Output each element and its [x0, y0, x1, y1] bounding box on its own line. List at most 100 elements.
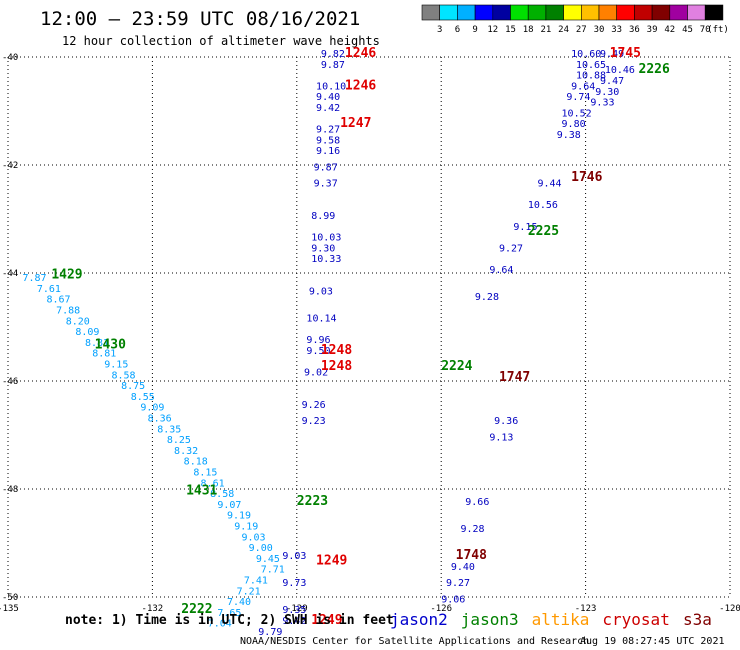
wave-height-value: 8.36 [148, 414, 172, 425]
colorbar-tick-label: 70 [700, 25, 711, 35]
wave-height-value: 9.23 [302, 416, 326, 427]
wave-height-value: 7.21 [237, 586, 261, 597]
colorbar-swatch [704, 4, 724, 21]
wave-height-value: 10.46 [605, 65, 635, 76]
colorbar-tick-label: 45 [682, 25, 693, 35]
wave-height-value: 9.73 [282, 578, 306, 589]
colorbar-swatch [598, 4, 618, 21]
wave-height-value: 7.61 [37, 284, 61, 295]
wave-height-value: 9.49 [600, 49, 624, 60]
wave-height-value: 10.03 [311, 233, 341, 244]
wave-height-value: 10.56 [528, 200, 558, 211]
colorbar-swatch [669, 4, 688, 21]
legend-item-s3a: s3a [683, 610, 712, 629]
wave-height-value: 8.18 [184, 457, 208, 468]
wave-height-value: 9.64 [489, 265, 513, 276]
wave-height-value: 7.41 [244, 576, 268, 587]
colorbar-tick-label: 24 [558, 25, 569, 35]
wave-height-value: 9.26 [302, 400, 326, 411]
wave-height-value: 10.65 [576, 60, 606, 71]
colorbar-tick-label: 36 [629, 25, 640, 35]
y-tick-label: -50 [2, 593, 18, 603]
wave-height-value: 9.40 [451, 562, 475, 573]
wave-height-value: 9.03 [309, 287, 333, 298]
wave-height-value: 8.61 [201, 478, 225, 489]
wave-height-value: 10.33 [311, 254, 341, 265]
legend-item-altika: altika [532, 610, 590, 629]
wave-height-value: 9.13 [489, 432, 513, 443]
colorbar-swatch [421, 4, 441, 21]
colorbar-tick-label: 3 [437, 25, 442, 35]
wave-height-value: 9.15 [513, 222, 537, 233]
colorbar-swatch [563, 4, 582, 21]
wave-height-value: 8.15 [193, 468, 217, 479]
x-tick-label: -129 [286, 604, 308, 614]
wave-height-value: 9.37 [314, 179, 338, 190]
wave-height-value: 9.00 [249, 543, 273, 554]
wave-height-value: 9.30 [311, 243, 335, 254]
colorbar-tick-label: 39 [647, 25, 658, 35]
wave-height-value: 8.20 [66, 316, 90, 327]
pass-time-label: 1747 [499, 370, 530, 385]
wave-height-value: 10.10 [316, 81, 346, 92]
wave-height-value: 8.58 [111, 370, 135, 381]
pass-time-label: 1746 [571, 170, 602, 185]
wave-height-value: 9.03 [241, 532, 265, 543]
map-grid [7, 56, 731, 598]
colorbar-unit: (ft) [707, 25, 729, 35]
colorbar-swatch [687, 4, 706, 21]
colorbar-tick-label: 9 [472, 25, 477, 35]
colorbar-tick-label: 18 [523, 25, 534, 35]
wave-height-value: 10.14 [306, 314, 336, 325]
wave-height-value: 8.55 [131, 392, 155, 403]
wave-height-value: 10.60 [571, 49, 601, 60]
wave-height-value: 9.02 [304, 368, 328, 379]
wave-height-value: 9.28 [460, 524, 484, 535]
wave-height-value: 9.38 [557, 130, 581, 141]
wave-height-value: 9.09 [140, 403, 164, 414]
wave-height-value: 9.79 [258, 627, 282, 638]
wave-height-value: 9.30 [595, 87, 619, 98]
colorbar-swatch [439, 4, 458, 21]
wave-height-value: 9.27 [446, 578, 470, 589]
wave-height-labels: 7.877.618.677.888.208.098.818.819.158.58… [22, 46, 670, 638]
wave-height-value: 10.52 [562, 108, 592, 119]
pass-time-label: 2222 [181, 602, 212, 617]
wave-height-value: 9.66 [465, 497, 489, 508]
colorbar-swatch [527, 4, 547, 21]
wave-height-value: 7.71 [261, 565, 285, 576]
wave-height-value: 7.87 [22, 273, 46, 284]
pass-time-label: 1246 [345, 46, 376, 61]
wave-height-value: 9.07 [217, 500, 241, 511]
x-tick-label: -132 [142, 604, 164, 614]
y-tick-label: -48 [2, 485, 18, 495]
wave-height-value: 9.87 [314, 162, 338, 173]
colorbar-swatch [634, 4, 653, 21]
color-scale-bar: 3 6 9 12 15 18 21 24 27 30 33 36 39 42 45 70(ft) [421, 4, 729, 35]
pass-time-label: 1248 [321, 359, 352, 374]
wave-height-value: 9.27 [499, 243, 523, 254]
legend-item-jason3: jason3 [461, 610, 519, 629]
pass-time-label: 1748 [456, 548, 487, 563]
wave-height-value: 9.15 [104, 360, 128, 371]
wave-height-value: 8.81 [92, 349, 116, 360]
wave-height-value: 9.50 [306, 346, 330, 357]
wave-height-value: 8.99 [311, 211, 335, 222]
y-tick-label: -44 [2, 269, 18, 279]
pass-time-label: 1429 [51, 267, 82, 282]
y-tick-label: -40 [2, 53, 18, 63]
colorbar-tick-label: 12 [487, 25, 498, 35]
wave-height-value: 8.35 [157, 424, 181, 435]
axis-tick-labels: -135 -132 -129 -126 -123 -120 -40 -42 -44 -46 -48 -… [0, 53, 740, 614]
wave-height-value: 8.58 [210, 489, 234, 500]
pass-time-label: 1247 [340, 116, 371, 131]
colorbar-swatch [457, 4, 476, 21]
wave-height-value: 9.82 [321, 49, 345, 60]
colorbar-swatch [580, 4, 600, 21]
wave-height-value: 9.64 [571, 81, 595, 92]
colorbar-tick-label: 6 [455, 25, 460, 35]
pass-time-label: 2224 [441, 359, 472, 374]
pass-time-label: 1246 [345, 78, 376, 93]
wave-height-value: 10.88 [576, 71, 606, 82]
